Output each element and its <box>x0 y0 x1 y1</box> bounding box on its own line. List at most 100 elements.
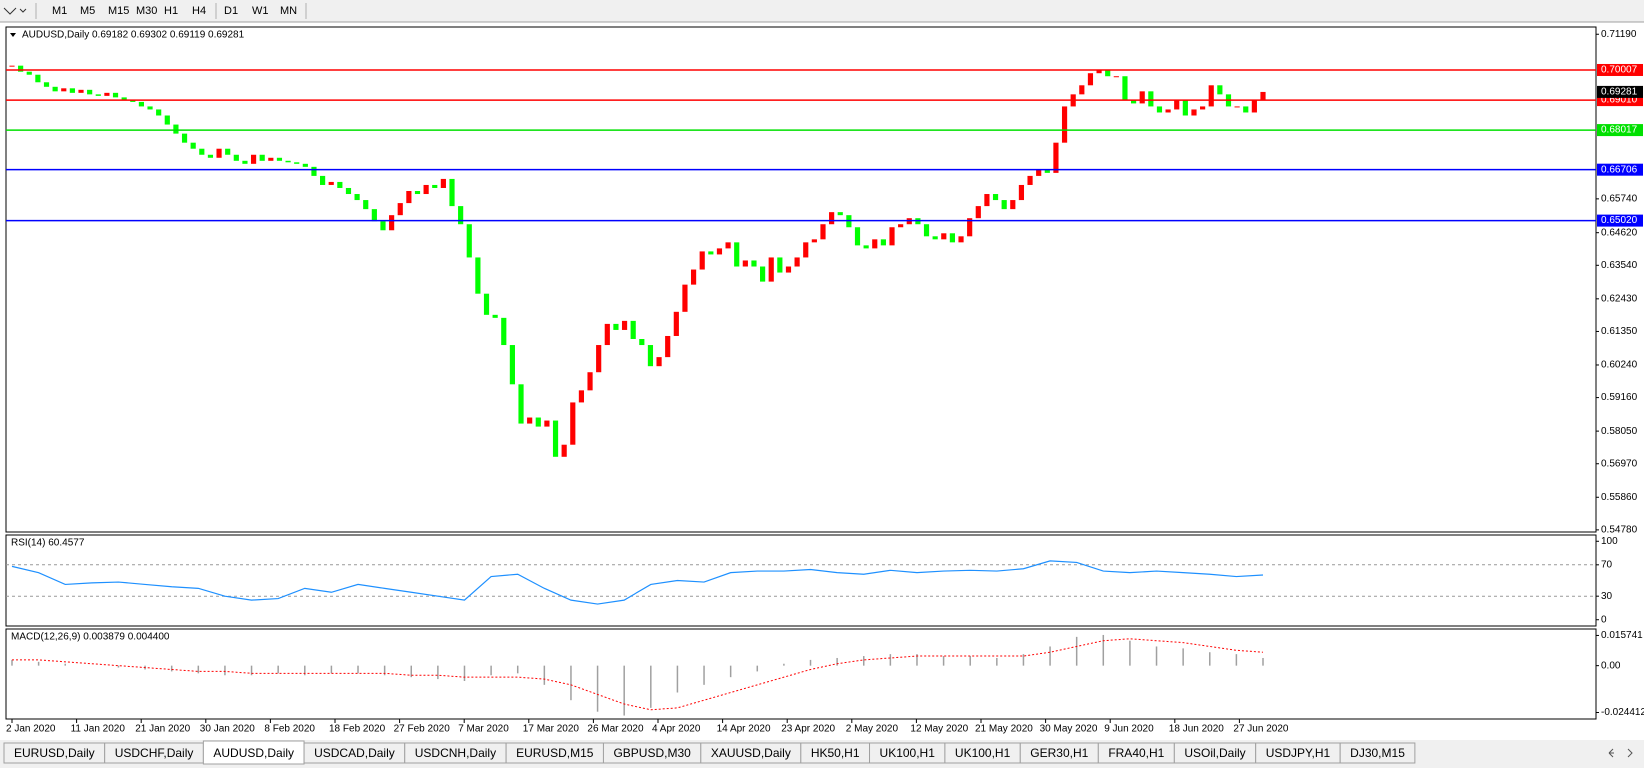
tab-label[interactable]: EURUSD,Daily <box>14 746 95 760</box>
x-tick-label: 14 Apr 2020 <box>717 724 771 735</box>
tab[interactable]: EURUSD,M15 <box>505 742 604 764</box>
rsi-title: RSI(14) 60.4577 <box>11 538 85 549</box>
candle <box>880 239 886 246</box>
tab[interactable]: GBPUSD,M30 <box>602 742 702 764</box>
tab-label[interactable]: XAUUSD,Daily <box>711 746 791 760</box>
tab[interactable]: DJ30,M15 <box>1339 742 1416 764</box>
timeframe-button[interactable]: M1 <box>52 5 67 17</box>
tab-label[interactable]: HK50,H1 <box>811 746 860 760</box>
timeframe-button[interactable]: W1 <box>252 5 269 17</box>
candle <box>699 251 705 270</box>
tab[interactable]: USDCHF,Daily <box>104 742 204 764</box>
tab-label[interactable]: GBPUSD,M30 <box>613 746 691 760</box>
tab[interactable]: HK50,H1 <box>800 742 871 764</box>
candle <box>1191 109 1197 116</box>
x-tick-label: 26 Mar 2020 <box>587 724 644 735</box>
level-label-box <box>1597 63 1643 76</box>
candle <box>406 191 412 204</box>
candle <box>1001 200 1007 210</box>
tab[interactable]: GER30,H1 <box>1019 742 1099 764</box>
y-tick-label: 0.71190 <box>1601 29 1637 40</box>
candle <box>69 88 75 93</box>
tab-label[interactable]: UK100,H1 <box>955 746 1011 760</box>
candle <box>43 82 50 87</box>
main-panel <box>5 26 1597 533</box>
timeframe-button[interactable]: D1 <box>224 5 238 17</box>
candle <box>276 157 283 161</box>
timeframe-button[interactable]: M15 <box>108 5 129 17</box>
y-tick-label: 0.61350 <box>1601 326 1638 337</box>
candle <box>785 266 792 273</box>
macd-panel <box>5 628 1597 720</box>
candle <box>1139 91 1145 104</box>
tab[interactable]: EURUSD,Daily <box>3 742 106 764</box>
candle <box>250 154 257 164</box>
timeframe-button[interactable]: MN <box>280 5 297 17</box>
toolbar-icon[interactable] <box>3 7 27 15</box>
candle <box>1234 106 1240 108</box>
candle <box>61 88 67 92</box>
tab[interactable]: USDCNH,Daily <box>404 742 507 764</box>
x-tick-label: 17 Mar 2020 <box>523 724 580 735</box>
tab-label[interactable]: USDCHF,Daily <box>115 746 194 760</box>
candle <box>311 166 317 176</box>
candle <box>837 212 843 216</box>
y-tick-label: 0.63540 <box>1601 260 1638 271</box>
y-tick-label: 0.65740 <box>1601 193 1638 204</box>
tab[interactable]: AUDUSD,Daily <box>202 740 305 765</box>
candle <box>604 323 610 346</box>
candle <box>535 417 541 427</box>
tab[interactable]: XAUUSD,Daily <box>700 742 802 764</box>
tab-label[interactable]: USOil,Daily <box>1184 746 1245 760</box>
tab-background <box>1339 742 1416 764</box>
tab[interactable]: UK100,H1 <box>869 742 946 764</box>
tab-label[interactable]: USDCNH,Daily <box>415 746 496 760</box>
candle <box>466 224 472 258</box>
x-tick-label: 23 Apr 2020 <box>781 724 835 735</box>
candle <box>397 203 403 216</box>
tab[interactable]: USDJPY,H1 <box>1255 742 1341 764</box>
x-tick-label: 11 Jan 2020 <box>71 724 126 735</box>
x-tick-label: 30 May 2020 <box>1040 724 1098 735</box>
tab[interactable]: USDCAD,Daily <box>303 742 406 764</box>
tab-label[interactable]: USDCAD,Daily <box>314 746 395 760</box>
timeframe-button[interactable]: M30 <box>136 5 157 17</box>
candle <box>190 142 196 149</box>
y-tick-label: 0.62430 <box>1601 293 1638 304</box>
candle <box>716 248 723 255</box>
candle <box>1122 76 1128 101</box>
candle <box>181 133 188 143</box>
tab[interactable]: UK100,H1 <box>944 742 1021 764</box>
candle <box>967 218 973 237</box>
tab-label[interactable]: DJ30,M15 <box>1350 746 1405 760</box>
candle <box>389 215 395 231</box>
tab-label[interactable]: EURUSD,M15 <box>516 746 594 760</box>
tab[interactable]: USOil,Daily <box>1173 742 1257 764</box>
timeframe-button[interactable]: H4 <box>192 5 206 17</box>
tab-scroll[interactable] <box>1608 748 1633 758</box>
candle <box>949 233 955 243</box>
timeframe-button[interactable]: M5 <box>80 5 95 17</box>
candle <box>78 89 84 93</box>
candle <box>1010 200 1016 210</box>
tab-label[interactable]: FRA40,H1 <box>1108 746 1164 760</box>
candle <box>138 101 145 107</box>
collapse-arrow[interactable] <box>10 33 16 37</box>
candle <box>199 148 205 155</box>
tab-label[interactable]: UK100,H1 <box>880 746 936 760</box>
tab-label[interactable]: GER30,H1 <box>1030 746 1088 760</box>
candle <box>112 92 119 98</box>
candle <box>1044 169 1050 173</box>
candle <box>889 227 895 246</box>
tab-label[interactable]: USDJPY,H1 <box>1266 746 1331 760</box>
candle <box>475 257 481 294</box>
y-tick-label: 0 <box>1601 614 1607 625</box>
level-label-box <box>1597 163 1643 176</box>
timeframe-button[interactable]: H1 <box>164 5 178 17</box>
candle <box>958 236 964 243</box>
tab-label[interactable]: AUDUSD,Daily <box>213 746 294 760</box>
candle <box>345 187 352 195</box>
tab[interactable]: FRA40,H1 <box>1097 742 1175 764</box>
level-label: 0.69010 <box>1601 95 1638 106</box>
x-tick-label: 4 Apr 2020 <box>652 724 701 735</box>
